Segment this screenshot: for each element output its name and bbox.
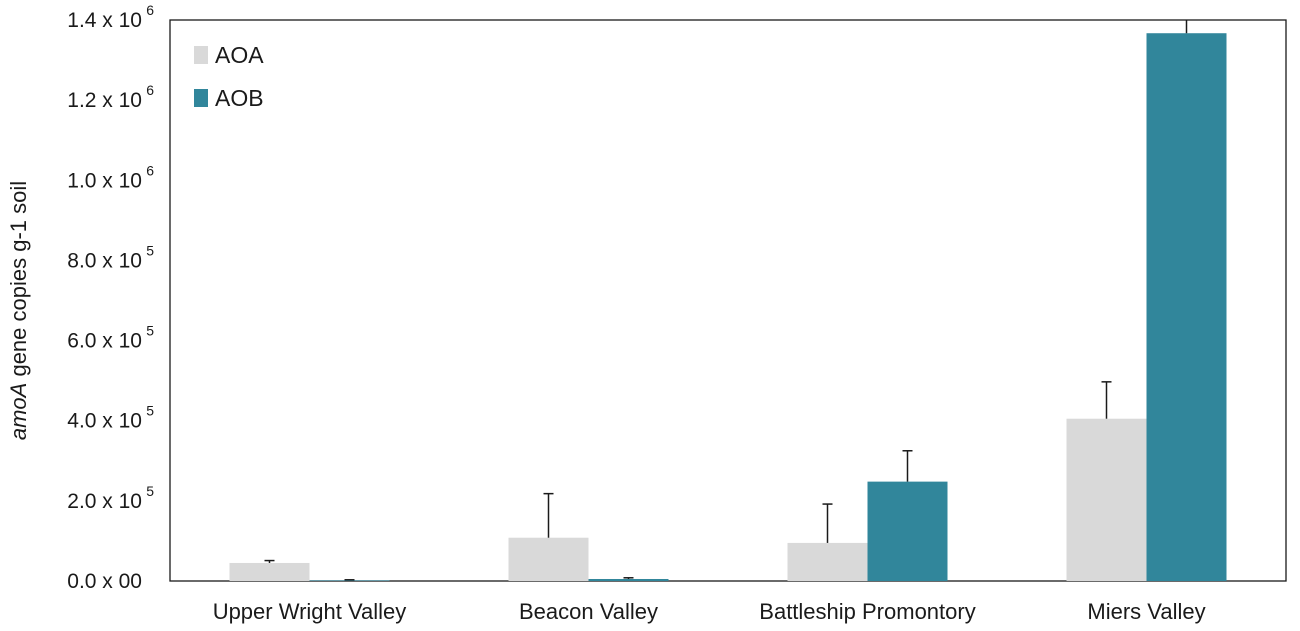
y-tick-label: 1.0 x 10: [67, 169, 142, 192]
bars: [229, 33, 1227, 581]
legend: AOA AOB: [194, 42, 264, 111]
y-tick-label: 0.0 x 00: [67, 570, 142, 593]
legend-label-aob: AOB: [215, 85, 264, 111]
legend-swatch-aoa: [194, 46, 208, 64]
y-tick-exponent: 5: [146, 242, 154, 258]
x-category-label: Battleship Promontory: [759, 599, 975, 624]
y-tick-label: 2.0 x 10: [67, 490, 142, 513]
bar-aob-2: [867, 481, 948, 581]
bar-aob-1: [588, 578, 669, 581]
plot-border: [169, 19, 1287, 582]
y-axis: 0.0 x 002.0 x 10 54.0 x 10 56.0 x 10 58.0 x…: [67, 2, 154, 593]
y-tick-exponent: 5: [146, 483, 154, 499]
bar-aoa-3: [1066, 418, 1147, 581]
legend-label-aoa: AOA: [215, 42, 264, 68]
y-tick-label: 8.0 x 10: [67, 249, 142, 272]
y-tick-exponent: 5: [146, 403, 154, 419]
y-tick-label: 1.2 x 10: [67, 89, 142, 112]
x-category-label: Beacon Valley: [519, 599, 658, 624]
x-category-label: Upper Wright Valley: [213, 599, 407, 624]
y-tick-label: 4.0 x 10: [67, 410, 142, 433]
x-axis: Upper Wright Valley Beacon Valley Battlesh…: [213, 599, 1206, 624]
y-tick-exponent: 6: [146, 2, 154, 18]
y-axis-label: amoA gene copies g-1 soil: [6, 181, 31, 440]
y-axis-title: amoA gene copies g-1 soil: [6, 181, 31, 440]
bar-aob-0: [309, 580, 390, 581]
y-tick-exponent: 6: [146, 162, 154, 178]
plot-frame: [169, 19, 1287, 582]
legend-swatch-aob: [194, 89, 208, 107]
x-category-label: Miers Valley: [1087, 599, 1205, 624]
error-bars: [264, 20, 1188, 581]
bar-aoa-1: [508, 537, 589, 581]
y-tick-label: 6.0 x 10: [67, 330, 142, 353]
y-tick-label: 1.4 x 10: [67, 9, 142, 32]
y-tick-exponent: 6: [146, 82, 154, 98]
y-tick-exponent: 5: [146, 323, 154, 339]
bar-aoa-0: [229, 562, 310, 581]
bar-aoa-2: [787, 542, 868, 581]
bar-aob-3: [1146, 33, 1227, 581]
